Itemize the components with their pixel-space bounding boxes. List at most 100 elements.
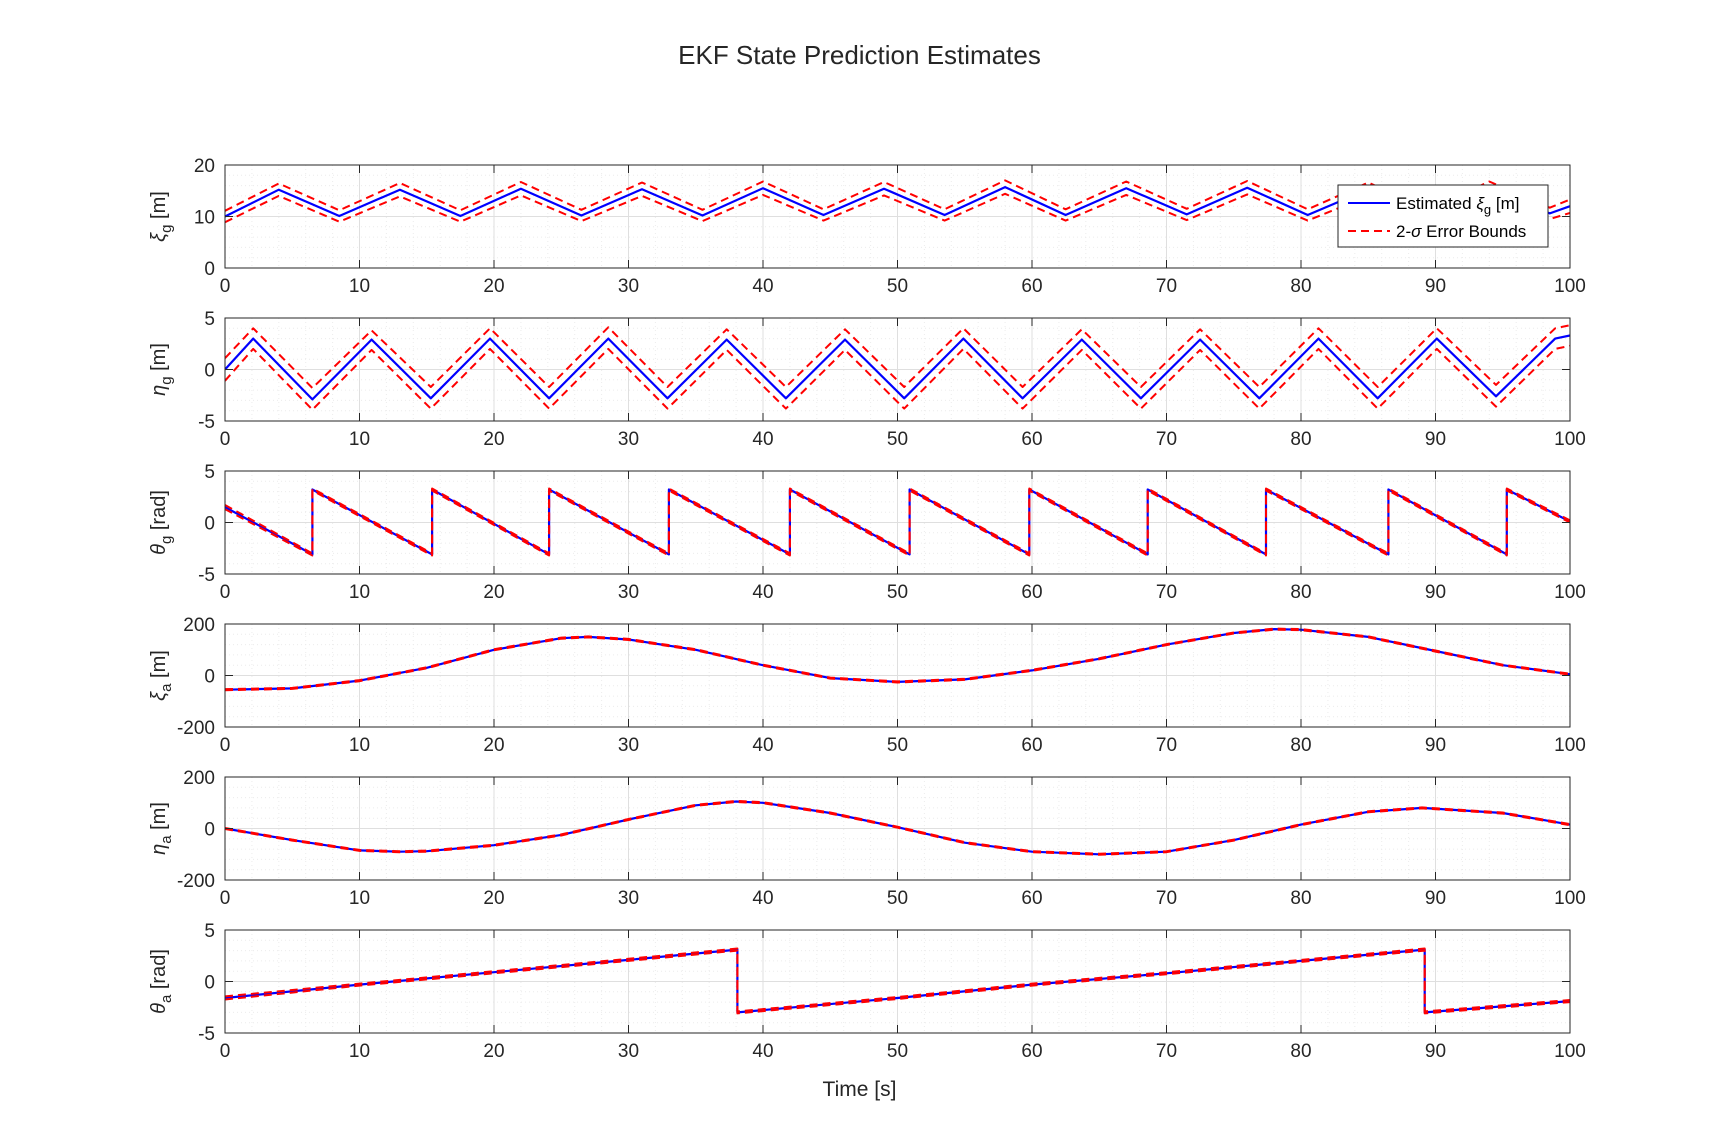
legend-entry: Estimated ξg [m] — [1396, 194, 1520, 217]
error-bound-line — [225, 489, 1570, 557]
y-tick-label: -5 — [198, 412, 215, 433]
x-tick-label: 100 — [1554, 276, 1586, 297]
x-tick-label: 80 — [1290, 582, 1311, 603]
y-tick-label: 20 — [194, 156, 215, 177]
error-bound-line — [225, 344, 1570, 411]
y-tick-label: 5 — [204, 462, 215, 483]
y-tick-label: -5 — [198, 565, 215, 586]
y-tick-label: 0 — [204, 259, 215, 280]
estimate-line — [225, 334, 1570, 401]
x-tick-label: 20 — [483, 888, 504, 909]
x-tick-label: 0 — [220, 429, 231, 450]
x-tick-label: 50 — [887, 888, 908, 909]
x-tick-label: 40 — [752, 1041, 773, 1062]
x-tick-label: 70 — [1156, 888, 1177, 909]
x-tick-label: 50 — [887, 582, 908, 603]
y-tick-label: 0 — [204, 667, 215, 688]
x-tick-label: 70 — [1156, 276, 1177, 297]
x-tick-label: 20 — [483, 429, 504, 450]
error-bound-line — [225, 627, 1570, 691]
x-tick-label: 60 — [1021, 735, 1042, 756]
x-tick-label: 10 — [349, 276, 370, 297]
y-tick-label: -5 — [198, 1024, 215, 1045]
y-tick-label: 10 — [194, 208, 215, 229]
x-tick-label: 80 — [1290, 735, 1311, 756]
x-tick-label: 50 — [887, 1041, 908, 1062]
x-tick-label: 100 — [1554, 429, 1586, 450]
y-tick-label: 200 — [183, 768, 215, 789]
x-tick-label: 0 — [220, 888, 231, 909]
x-tick-label: 60 — [1021, 276, 1042, 297]
x-tick-label: 80 — [1290, 1041, 1311, 1062]
x-tick-label: 40 — [752, 276, 773, 297]
x-tick-label: 90 — [1425, 276, 1446, 297]
x-tick-label: 0 — [220, 582, 231, 603]
error-bound-line — [225, 801, 1570, 856]
x-tick-label: 60 — [1021, 429, 1042, 450]
x-tick-label: 60 — [1021, 888, 1042, 909]
x-tick-label: 60 — [1021, 1041, 1042, 1062]
x-tick-label: 40 — [752, 888, 773, 909]
subplot-1: 0 10 20 30 40 50 60 70 80 90 100 0 10 20 ξg [m] Estimat… — [148, 156, 1586, 297]
x-tick-label: 30 — [618, 429, 639, 450]
y-tick-label: -200 — [177, 871, 215, 892]
x-tick-label: 80 — [1290, 276, 1311, 297]
y-tick-label: 0 — [204, 514, 215, 535]
y-axis-label: ξa [m] — [148, 650, 175, 701]
x-tick-label: 70 — [1156, 735, 1177, 756]
x-tick-label: 10 — [349, 429, 370, 450]
x-tick-label: 10 — [349, 735, 370, 756]
x-tick-label: 0 — [220, 276, 231, 297]
error-bound-line — [225, 799, 1570, 855]
legend-entry: 2-σ Error Bounds — [1396, 222, 1526, 241]
y-tick-label: 0 — [204, 361, 215, 382]
y-axis-label: ηg [m] — [148, 343, 175, 396]
x-tick-label: 10 — [349, 1041, 370, 1062]
x-tick-label: 100 — [1554, 582, 1586, 603]
x-tick-label: 40 — [752, 582, 773, 603]
x-tick-label: 30 — [618, 582, 639, 603]
x-tick-label: 40 — [752, 735, 773, 756]
chart-title: EKF State Prediction Estimates — [678, 40, 1041, 70]
legend-box — [1337, 184, 1549, 248]
x-tick-label: 50 — [887, 735, 908, 756]
x-tick-label: 70 — [1156, 582, 1177, 603]
x-tick-label: 90 — [1425, 429, 1446, 450]
x-tick-label: 100 — [1554, 1041, 1586, 1062]
y-axis-label: ηa [m] — [148, 802, 175, 855]
x-tick-label: 0 — [220, 1041, 231, 1062]
x-tick-label: 20 — [483, 582, 504, 603]
x-tick-label: 30 — [618, 735, 639, 756]
x-tick-label: 50 — [887, 429, 908, 450]
x-tick-label: 90 — [1425, 888, 1446, 909]
error-bound-line — [225, 947, 1570, 1013]
x-tick-label: 30 — [618, 1041, 639, 1062]
x-tick-label: 10 — [349, 888, 370, 909]
y-tick-label: 5 — [204, 921, 215, 942]
error-bound-line — [225, 628, 1570, 692]
x-tick-label: 100 — [1554, 735, 1586, 756]
y-axis-label: θa [rad] — [148, 949, 175, 1014]
x-tick-label: 0 — [220, 735, 231, 756]
x-tick-label: 30 — [618, 276, 639, 297]
x-tick-label: 50 — [887, 276, 908, 297]
x-tick-label: 30 — [618, 888, 639, 909]
x-tick-label: 90 — [1425, 582, 1446, 603]
y-tick-label: 200 — [183, 615, 215, 636]
y-tick-label: -200 — [177, 718, 215, 739]
x-tick-label: 40 — [752, 429, 773, 450]
error-bound-line — [225, 949, 1570, 1015]
error-bound-line — [225, 179, 1570, 212]
x-tick-label: 100 — [1554, 888, 1586, 909]
x-tick-label: 20 — [483, 1041, 504, 1062]
y-axis-label: ξg [m] — [148, 191, 175, 242]
x-axis-label: Time [s] — [822, 1078, 897, 1101]
y-tick-label: 0 — [204, 973, 215, 994]
x-tick-label: 90 — [1425, 1041, 1446, 1062]
